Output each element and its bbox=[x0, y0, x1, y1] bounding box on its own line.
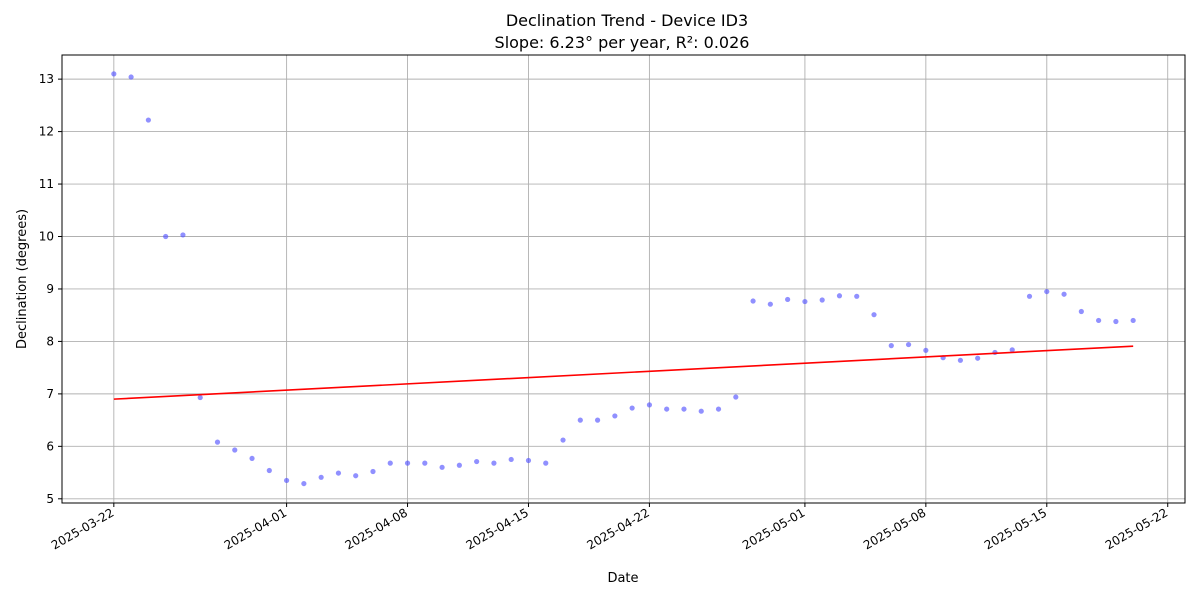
data-point bbox=[1044, 288, 1050, 295]
data-point bbox=[888, 343, 894, 349]
x-gridlines bbox=[113, 55, 1169, 503]
data-point bbox=[284, 477, 290, 484]
x-tick-label: 2025-04-01 bbox=[222, 505, 289, 552]
x-axis-label: Date bbox=[607, 571, 638, 586]
data-points bbox=[111, 71, 1136, 487]
data-point bbox=[508, 456, 514, 463]
y-tick-label: 12 bbox=[39, 125, 54, 139]
data-point bbox=[1096, 317, 1102, 324]
x-tick-label: 2025-03-22 bbox=[49, 505, 116, 552]
data-point bbox=[767, 301, 773, 307]
data-point bbox=[197, 394, 203, 401]
data-point bbox=[145, 117, 151, 123]
data-point bbox=[439, 464, 445, 470]
data-point bbox=[905, 341, 912, 348]
data-point bbox=[249, 455, 255, 462]
trend-line-group bbox=[113, 345, 1134, 400]
data-point bbox=[750, 298, 756, 304]
x-tick-label: 2025-04-22 bbox=[585, 505, 652, 552]
data-point bbox=[404, 460, 411, 466]
data-point bbox=[128, 74, 134, 80]
y-tick-label: 7 bbox=[46, 387, 54, 401]
data-point bbox=[1078, 308, 1084, 315]
data-point bbox=[335, 470, 342, 476]
trend-line bbox=[113, 345, 1134, 400]
plot-frame bbox=[61, 54, 1186, 504]
data-point bbox=[975, 355, 981, 361]
data-point bbox=[785, 296, 791, 303]
data-point bbox=[1061, 291, 1067, 297]
data-point bbox=[1009, 347, 1015, 353]
y-axis-label: Declination (degrees) bbox=[15, 209, 30, 349]
data-point bbox=[646, 402, 653, 408]
data-point bbox=[819, 297, 825, 303]
x-axis-ticks: 2025-03-22 2025-04-01 2025-04-08 2025-04-15… bbox=[49, 503, 1170, 552]
data-point bbox=[353, 473, 359, 479]
data-point bbox=[664, 406, 670, 412]
y-tick-label: 13 bbox=[39, 72, 54, 86]
data-point bbox=[266, 467, 272, 474]
x-tick-label: 2025-05-08 bbox=[861, 505, 928, 552]
y-tick-label: 9 bbox=[46, 282, 54, 296]
data-point bbox=[1026, 293, 1033, 299]
data-point bbox=[422, 460, 428, 466]
data-point bbox=[871, 312, 877, 318]
data-point bbox=[560, 437, 566, 443]
data-point bbox=[1130, 317, 1136, 324]
data-point bbox=[301, 480, 307, 487]
data-point bbox=[456, 462, 462, 468]
data-point bbox=[802, 298, 808, 305]
data-point bbox=[957, 357, 964, 363]
data-point bbox=[318, 474, 324, 480]
data-point bbox=[232, 447, 238, 453]
data-point bbox=[370, 468, 376, 475]
data-point bbox=[923, 347, 929, 353]
y-tick-label: 11 bbox=[39, 177, 54, 191]
data-point bbox=[629, 405, 635, 411]
y-gridlines bbox=[62, 78, 1185, 500]
x-tick-label: 2025-05-01 bbox=[740, 505, 807, 552]
data-point bbox=[111, 71, 117, 77]
data-point bbox=[612, 413, 618, 419]
data-point bbox=[715, 406, 722, 412]
data-point bbox=[387, 460, 393, 466]
y-tick-label: 10 bbox=[39, 230, 54, 244]
data-point bbox=[180, 232, 186, 238]
x-tick-label: 2025-04-15 bbox=[464, 505, 531, 552]
data-point bbox=[594, 417, 601, 423]
data-point bbox=[577, 417, 583, 423]
chart-subtitle: Slope: 6.23° per year, R²: 0.026 bbox=[495, 33, 750, 52]
data-point bbox=[214, 439, 221, 445]
y-tick-label: 5 bbox=[46, 492, 54, 506]
data-point bbox=[525, 457, 532, 464]
data-point bbox=[1113, 318, 1119, 325]
y-tick-label: 8 bbox=[46, 334, 54, 348]
data-point bbox=[491, 460, 497, 466]
data-point bbox=[733, 394, 739, 400]
data-point bbox=[681, 406, 687, 412]
data-point bbox=[163, 233, 169, 240]
chart-title: Declination Trend - Device ID3 bbox=[506, 11, 748, 30]
data-point bbox=[854, 293, 860, 299]
x-tick-label: 2025-05-22 bbox=[1103, 505, 1170, 552]
data-point bbox=[543, 460, 549, 466]
x-tick-label: 2025-04-08 bbox=[343, 505, 410, 552]
data-point bbox=[836, 293, 843, 299]
y-axis-ticks: 5 6 7 8 9 10 11 12 13 bbox=[39, 72, 62, 506]
x-tick-label: 2025-05-15 bbox=[982, 505, 1049, 552]
y-tick-label: 6 bbox=[46, 439, 54, 453]
data-point bbox=[698, 408, 704, 414]
data-point bbox=[474, 458, 480, 465]
